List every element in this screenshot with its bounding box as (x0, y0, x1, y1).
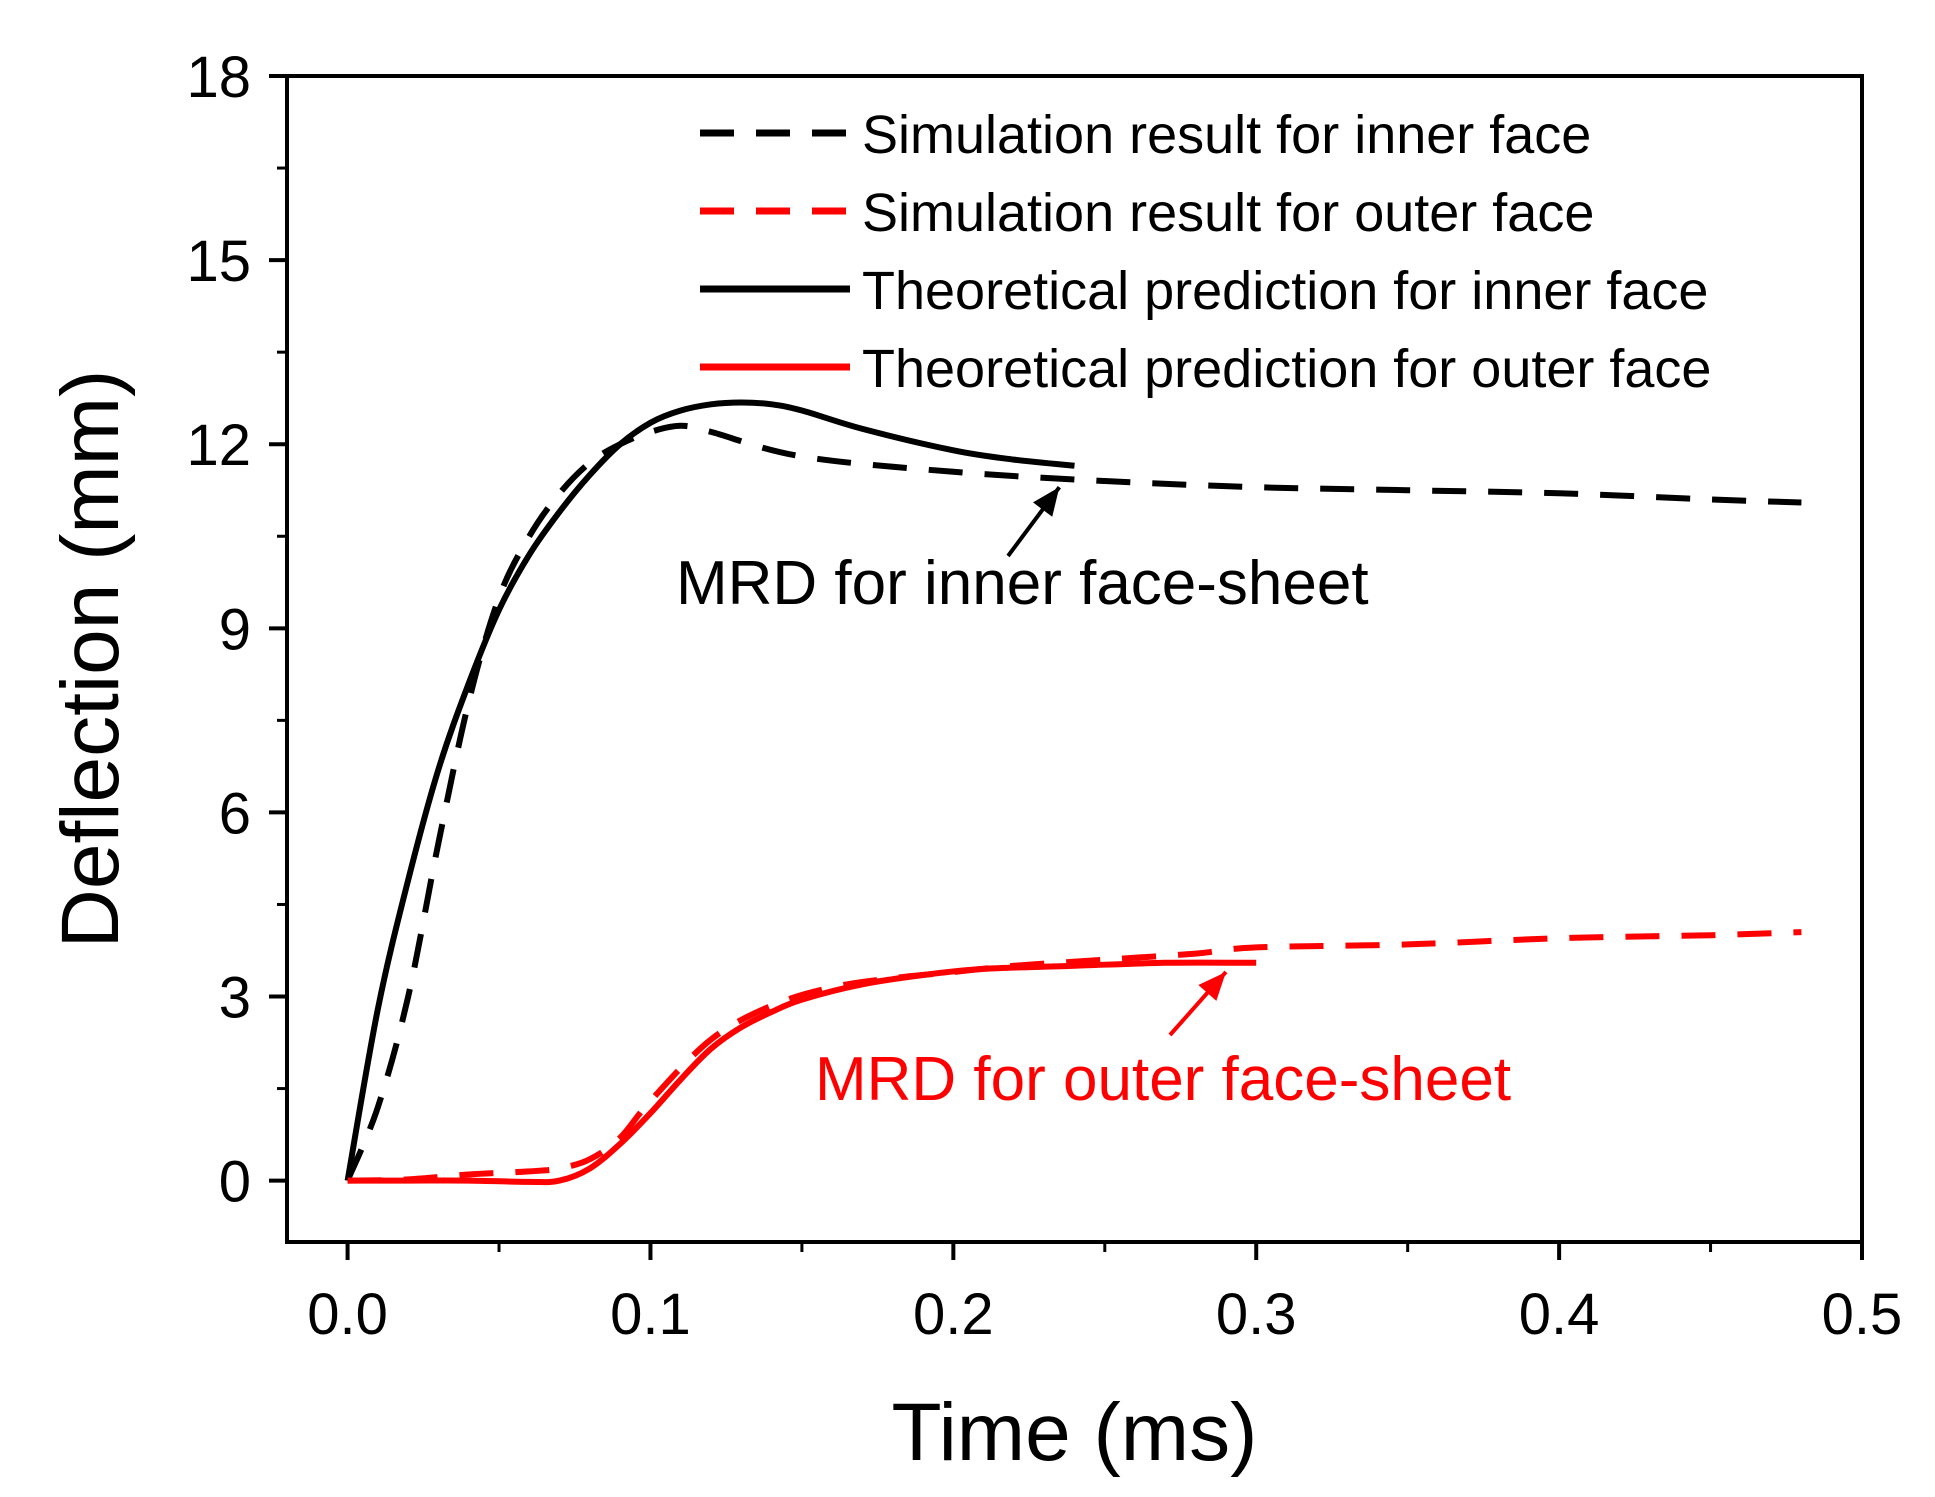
legend: Simulation result for inner face Simulati… (700, 105, 1711, 399)
annotation-label: MRD for outer face-sheet (815, 1045, 1511, 1114)
legend-label: Theoretical prediction for outer face (862, 339, 1711, 399)
plot-frame (285, 74, 1864, 1244)
legend-label: Theoretical prediction for inner face (862, 261, 1708, 321)
x-tick-label: 0.1 (610, 1282, 691, 1347)
y-tick-label: 18 (186, 45, 251, 110)
x-axis-label: Time (ms) (892, 1387, 1258, 1478)
y-tick-label: 6 (219, 781, 251, 846)
annotation-label: MRD for inner face-sheet (676, 549, 1369, 618)
legend-label: Simulation result for outer face (862, 183, 1594, 243)
y-tick-label: 12 (186, 413, 251, 478)
x-tick-label: 0.3 (1216, 1282, 1297, 1347)
y-tick-label: 0 (219, 1150, 251, 1215)
series-line-theoretical-prediction-for-outer-face (347, 959, 1257, 1186)
legend-label: Simulation result for inner face (862, 105, 1591, 165)
y-tick-label: 9 (219, 597, 251, 662)
annotation-arrow-head (1032, 487, 1060, 517)
annotation-arrow-head (1198, 971, 1226, 1001)
y-axis-label: Deflection (mm) (45, 370, 136, 949)
x-tick-label: 0.2 (913, 1282, 994, 1347)
series-layer (344, 399, 1802, 1186)
series-line-simulation-result-for-inner-face (344, 422, 1802, 1182)
y-tick-label: 3 (219, 966, 251, 1031)
x-tick-label: 0.4 (1519, 1282, 1600, 1347)
tick-layer: 0.0 0.1 0.2 0.3 0.4 0.5 0 3 6 9 12 15 18 (186, 45, 1902, 1347)
x-tick-label: 0.5 (1822, 1282, 1903, 1347)
series-line-theoretical-prediction-for-inner-face (344, 399, 1075, 1182)
annotations: MRD for inner face-sheet MRD for outer fa… (676, 485, 1511, 1114)
x-tick-label: 0.0 (307, 1282, 388, 1347)
y-tick-label: 15 (186, 229, 251, 294)
